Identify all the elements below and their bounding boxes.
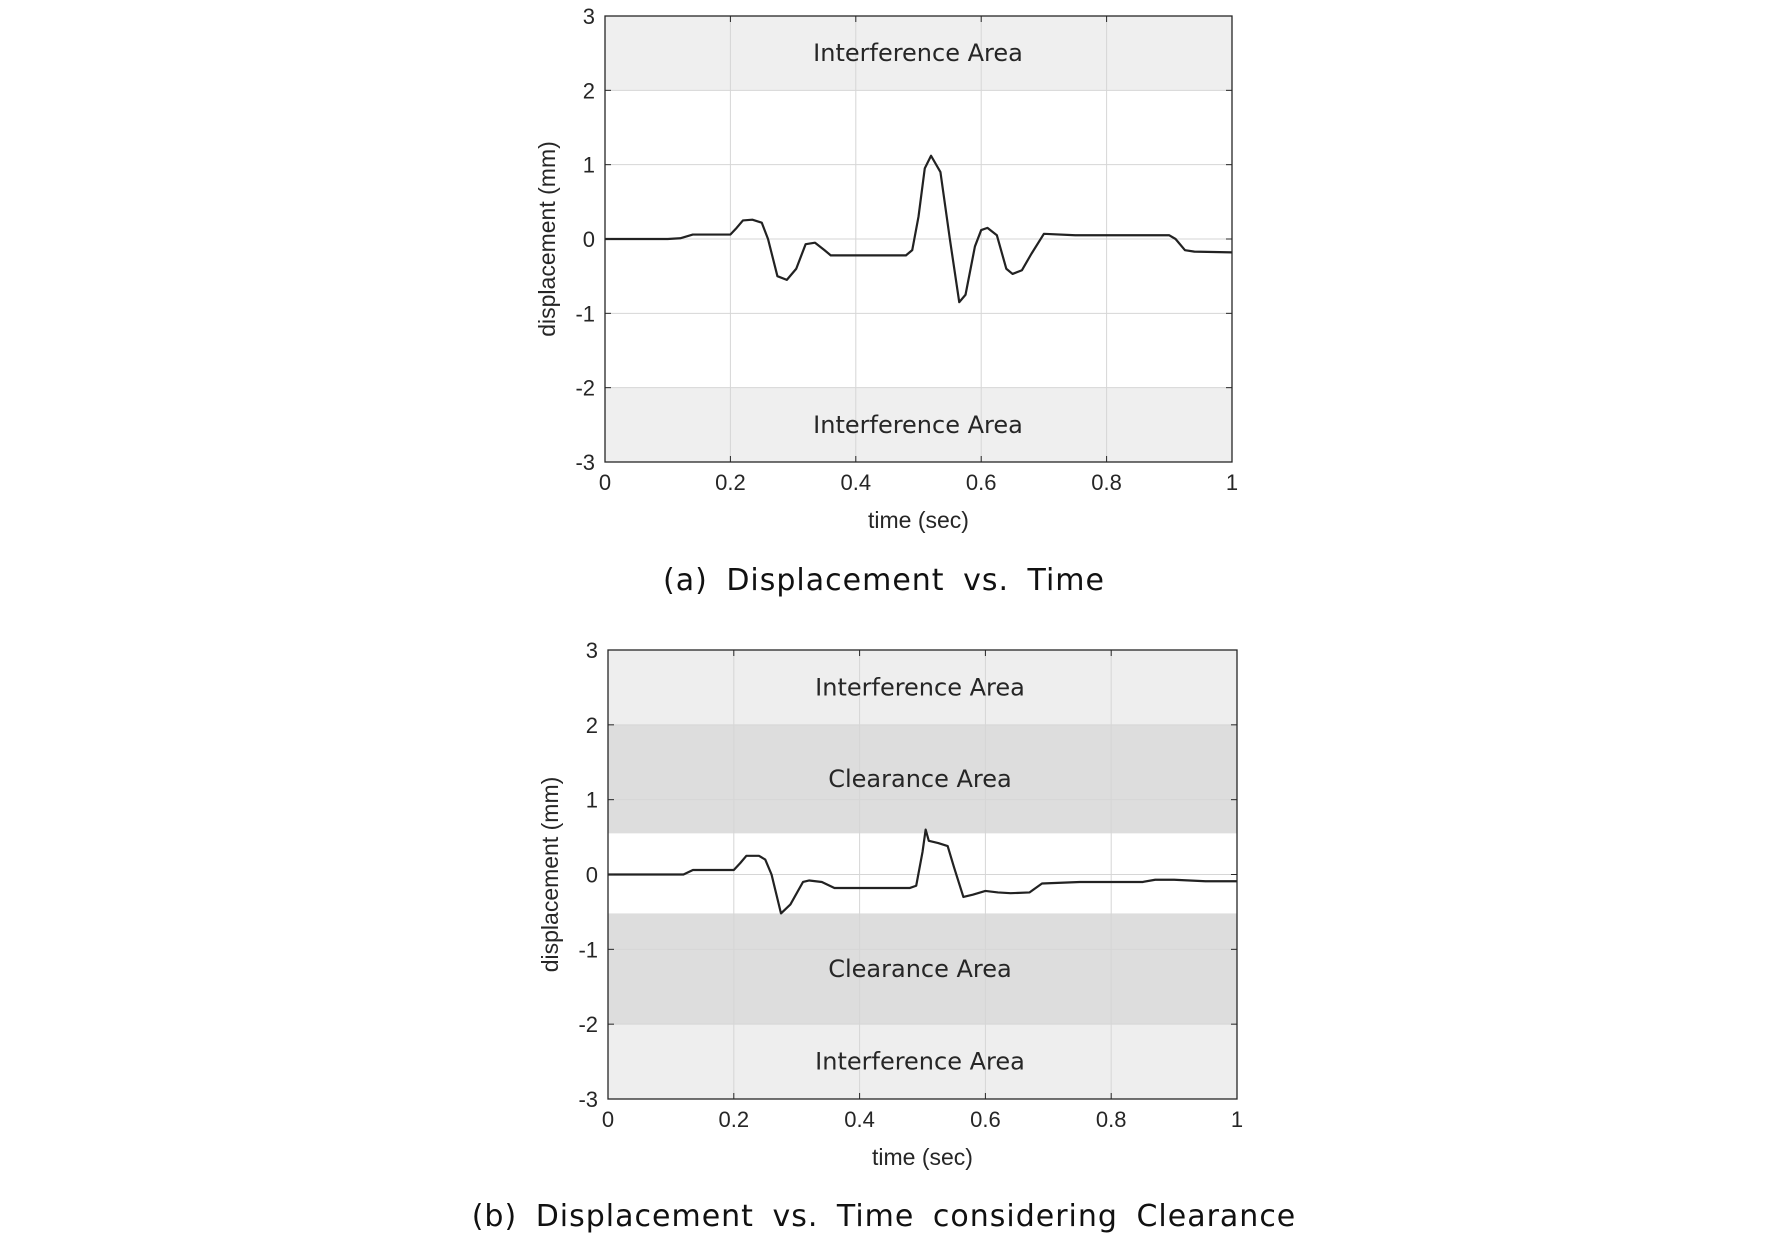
y-tick-label: -1 — [575, 301, 595, 326]
x-tick-label: 0.2 — [719, 1107, 750, 1132]
y-tick-label: 0 — [586, 863, 598, 888]
figure-caption: (a) Displacement vs. Time — [663, 563, 1105, 598]
x-tick-label: 0.4 — [844, 1107, 875, 1132]
band-label: Interference Area — [813, 411, 1023, 439]
series-line — [605, 154, 1233, 304]
y-tick-label: 3 — [583, 4, 595, 29]
band-label: Clearance Area — [828, 955, 1012, 983]
y-tick-label: 2 — [586, 713, 598, 738]
x-tick-label: 1 — [1231, 1107, 1243, 1132]
x-axis-title: time (sec) — [868, 507, 969, 533]
band-3 — [608, 913, 1237, 1025]
x-tick-label: 0.6 — [966, 470, 997, 495]
x-tick-label: 0.6 — [970, 1107, 1001, 1132]
y-axis-title: displacement (mm) — [537, 777, 563, 973]
x-tick-label: 0.4 — [841, 470, 872, 495]
y-tick-label: 3 — [586, 638, 598, 663]
y-tick-label: -2 — [575, 376, 595, 401]
band-label: Interference Area — [815, 673, 1025, 701]
chart-panel-b: Interference Area Clearance Area Clearance… — [472, 638, 1297, 1234]
y-tick-label: -3 — [575, 450, 595, 475]
band-label: Interference Area — [815, 1048, 1025, 1076]
x-tick-label: 0.8 — [1091, 470, 1122, 495]
band-label: Clearance Area — [828, 765, 1012, 793]
band-label: Interference Area — [813, 39, 1023, 67]
y-tick-label: 1 — [586, 788, 598, 813]
x-tick-label: 0.8 — [1096, 1107, 1127, 1132]
y-tick-label: -3 — [578, 1087, 598, 1112]
band-1 — [605, 16, 1232, 91]
figure-caption: (b) Displacement vs. Time considering Cl… — [472, 1199, 1297, 1234]
chart-panel-a: Interference Area Interference Area 0 0.2 0.… — [534, 4, 1238, 598]
x-axis-title: time (sec) — [872, 1144, 973, 1170]
band-2 — [608, 724, 1237, 834]
x-tick-label: 1 — [1226, 470, 1238, 495]
y-tick-label: 2 — [583, 78, 595, 103]
y-tick-label: -2 — [578, 1012, 598, 1037]
y-tick-label: 1 — [583, 153, 595, 178]
y-tick-label: 0 — [583, 227, 595, 252]
y-tick-label: -1 — [578, 937, 598, 962]
series-line — [608, 828, 1237, 915]
x-tick-label: 0 — [602, 1107, 614, 1132]
x-tick-label: 0 — [599, 470, 611, 495]
y-axis-title: displacement (mm) — [534, 141, 560, 337]
band-2 — [605, 387, 1232, 462]
band-1 — [608, 650, 1237, 725]
x-tick-label: 0.2 — [715, 470, 746, 495]
band-4 — [608, 1024, 1237, 1099]
